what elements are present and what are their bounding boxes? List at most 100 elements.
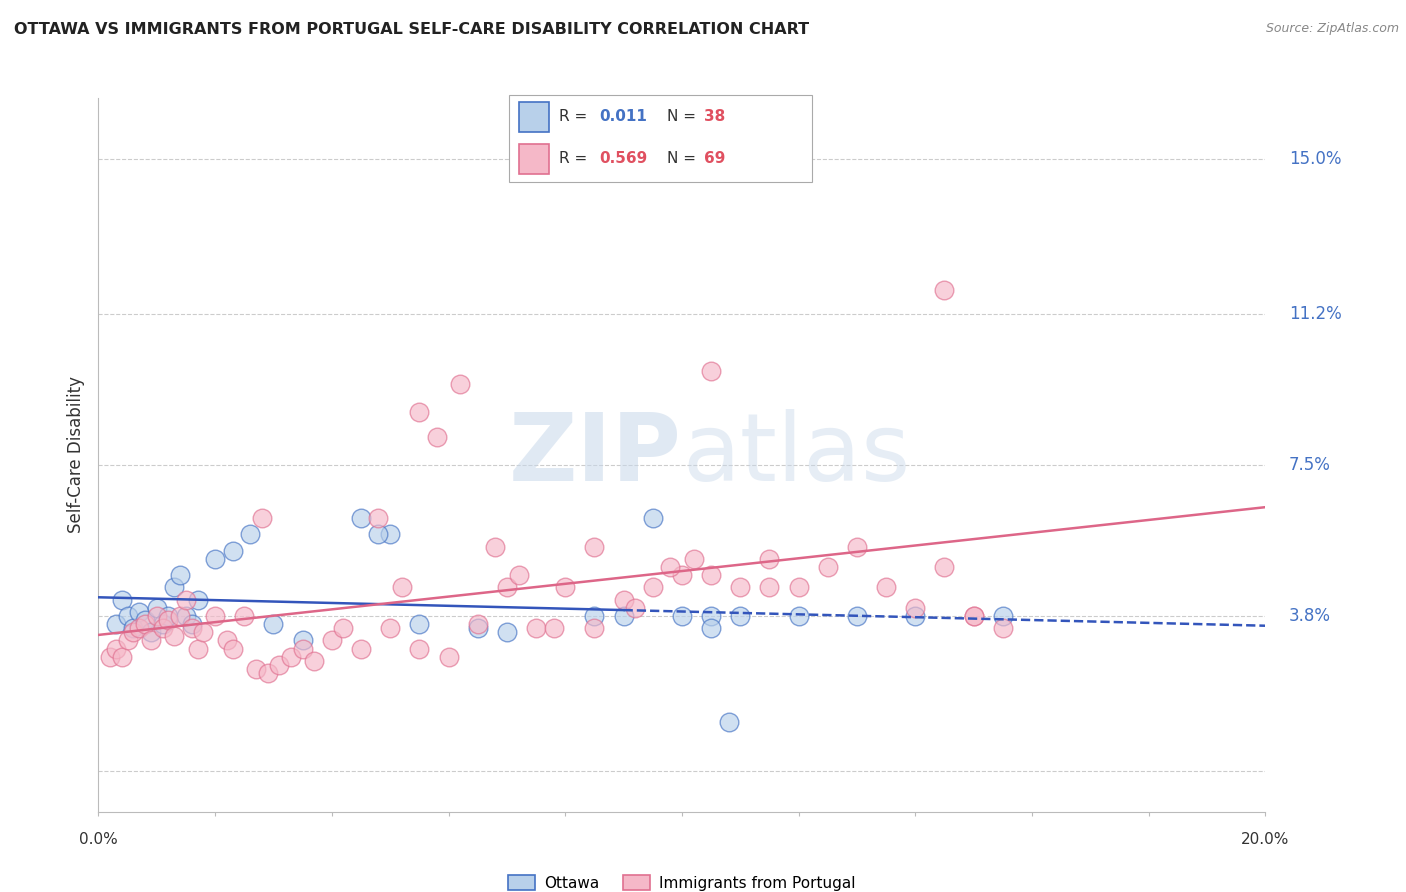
Point bbox=[187, 592, 209, 607]
Point bbox=[367, 527, 389, 541]
Text: 69: 69 bbox=[704, 152, 725, 166]
Text: 11.2%: 11.2% bbox=[1289, 305, 1341, 323]
Point bbox=[641, 581, 664, 595]
Point bbox=[378, 527, 402, 541]
Point bbox=[146, 609, 169, 624]
Point bbox=[787, 581, 810, 595]
Text: 38: 38 bbox=[704, 110, 725, 124]
Point bbox=[875, 581, 897, 595]
Point bbox=[204, 609, 226, 624]
Point bbox=[233, 609, 256, 624]
Point bbox=[332, 621, 354, 635]
Point bbox=[758, 552, 780, 566]
Point bbox=[671, 568, 693, 582]
Point bbox=[98, 649, 121, 664]
Point bbox=[157, 609, 180, 624]
Point bbox=[221, 641, 243, 656]
Point bbox=[904, 600, 927, 615]
Point bbox=[730, 581, 752, 595]
Point bbox=[111, 649, 134, 664]
Text: Source: ZipAtlas.com: Source: ZipAtlas.com bbox=[1265, 22, 1399, 36]
Point bbox=[180, 621, 202, 635]
Point bbox=[134, 613, 156, 627]
Point bbox=[269, 657, 291, 672]
Point bbox=[163, 629, 186, 643]
Point bbox=[134, 617, 156, 632]
Point bbox=[730, 609, 752, 624]
Point bbox=[239, 527, 262, 541]
Point bbox=[934, 560, 956, 574]
Text: N =: N = bbox=[666, 110, 696, 124]
Point bbox=[122, 621, 145, 635]
Point bbox=[624, 600, 647, 615]
Point bbox=[157, 613, 180, 627]
Point bbox=[583, 540, 606, 554]
Text: 7.5%: 7.5% bbox=[1289, 456, 1330, 475]
Point bbox=[169, 568, 191, 582]
Point bbox=[139, 633, 162, 648]
Bar bbox=[519, 144, 550, 174]
Point bbox=[700, 364, 723, 378]
Text: R =: R = bbox=[558, 110, 586, 124]
Point bbox=[659, 560, 682, 574]
Point bbox=[256, 666, 278, 681]
Point bbox=[467, 621, 489, 635]
Text: 15.0%: 15.0% bbox=[1289, 150, 1341, 169]
Point bbox=[291, 633, 314, 648]
Text: atlas: atlas bbox=[682, 409, 910, 501]
Text: R =: R = bbox=[558, 152, 586, 166]
Point bbox=[408, 617, 430, 632]
Point bbox=[350, 641, 373, 656]
Point bbox=[543, 621, 565, 635]
Point bbox=[612, 609, 634, 624]
Point bbox=[111, 592, 134, 607]
FancyBboxPatch shape bbox=[509, 95, 813, 182]
Text: ZIP: ZIP bbox=[509, 409, 682, 501]
Point bbox=[700, 568, 723, 582]
Point bbox=[174, 609, 197, 624]
Point bbox=[641, 511, 664, 525]
Point bbox=[152, 617, 174, 632]
Point bbox=[962, 609, 984, 624]
Point bbox=[700, 609, 723, 624]
Point bbox=[250, 511, 273, 525]
Text: 0.0%: 0.0% bbox=[79, 832, 118, 847]
Point bbox=[146, 600, 169, 615]
Point bbox=[391, 581, 413, 595]
Point bbox=[495, 625, 517, 640]
Point bbox=[524, 621, 547, 635]
Point bbox=[152, 621, 174, 635]
Point bbox=[304, 654, 326, 668]
Point bbox=[193, 625, 215, 640]
Point bbox=[583, 609, 606, 624]
Point bbox=[350, 511, 373, 525]
Point bbox=[408, 405, 430, 419]
Text: N =: N = bbox=[666, 152, 696, 166]
Point bbox=[758, 581, 780, 595]
Point bbox=[117, 609, 139, 624]
Point bbox=[495, 581, 517, 595]
Point bbox=[904, 609, 927, 624]
Point bbox=[169, 609, 191, 624]
Point bbox=[280, 649, 302, 664]
Point bbox=[104, 617, 127, 632]
Text: 0.011: 0.011 bbox=[599, 110, 647, 124]
Point bbox=[204, 552, 226, 566]
Point bbox=[128, 605, 150, 619]
Point bbox=[449, 376, 471, 391]
Point bbox=[174, 592, 197, 607]
Text: 20.0%: 20.0% bbox=[1241, 832, 1289, 847]
Point bbox=[122, 625, 145, 640]
Text: OTTAWA VS IMMIGRANTS FROM PORTUGAL SELF-CARE DISABILITY CORRELATION CHART: OTTAWA VS IMMIGRANTS FROM PORTUGAL SELF-… bbox=[14, 22, 810, 37]
Point bbox=[262, 617, 284, 632]
Point bbox=[787, 609, 810, 624]
Point bbox=[700, 621, 723, 635]
Point bbox=[845, 540, 868, 554]
Point bbox=[321, 633, 343, 648]
Point bbox=[139, 625, 162, 640]
Point bbox=[671, 609, 693, 624]
Point bbox=[128, 621, 150, 635]
Point bbox=[934, 283, 956, 297]
Point bbox=[215, 633, 238, 648]
Legend: Ottawa, Immigrants from Portugal: Ottawa, Immigrants from Portugal bbox=[502, 869, 862, 892]
